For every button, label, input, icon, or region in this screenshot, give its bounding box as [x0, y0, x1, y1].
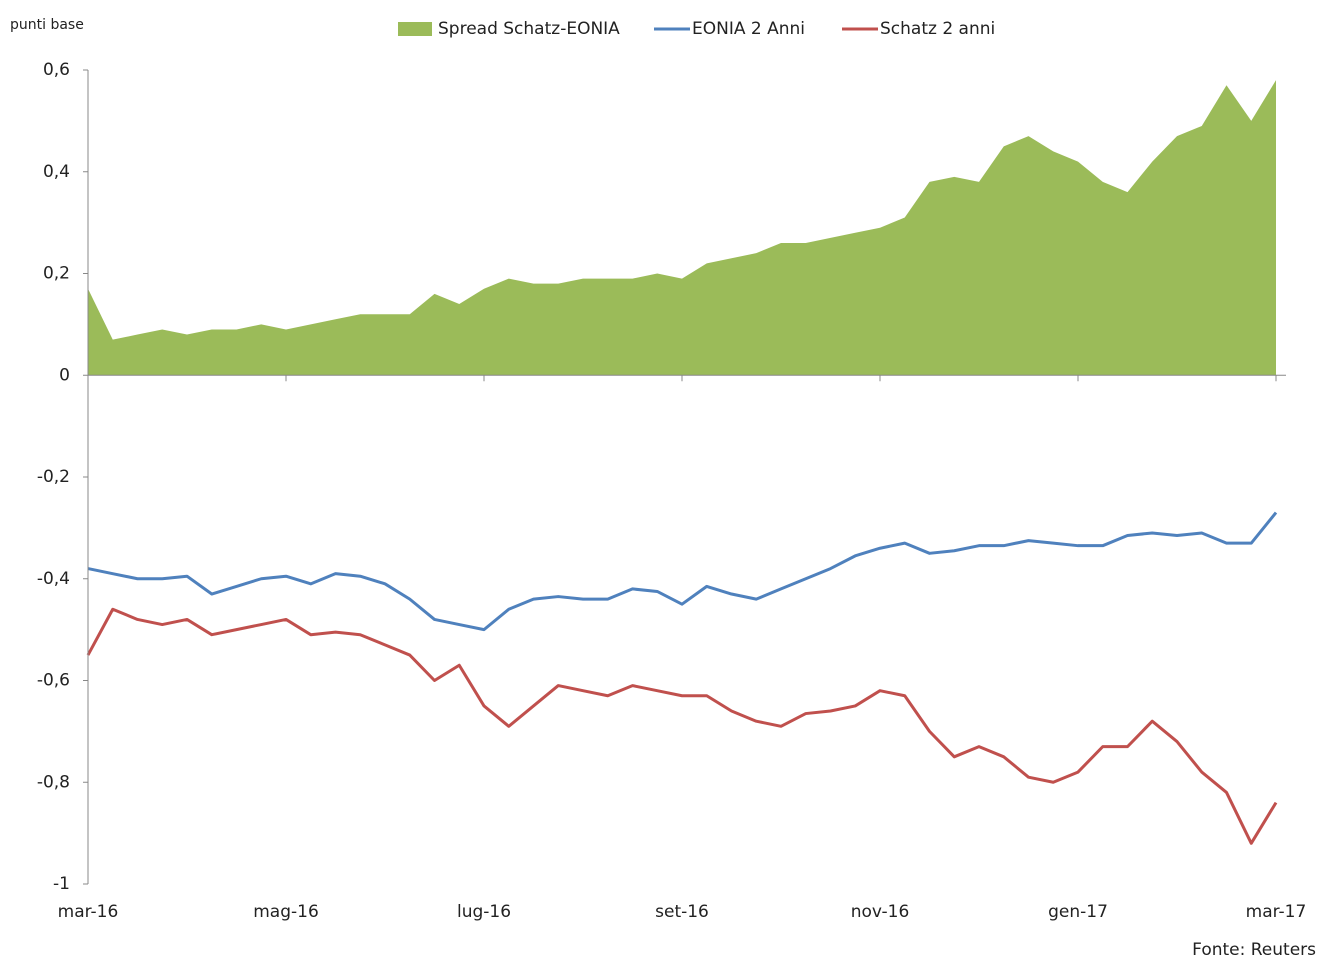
x-tick-label: mar-17 [1246, 902, 1307, 922]
y-axis-label: punti base [10, 17, 84, 33]
y-tick-label: -0,8 [37, 772, 70, 792]
legend-label: EONIA 2 Anni [692, 19, 805, 39]
series-line [87, 511, 1278, 632]
legend-label: Spread Schatz-EONIA [438, 19, 620, 39]
source-note: Fonte: Reuters [1192, 940, 1316, 959]
spread-area [88, 80, 1276, 376]
y-tick-label: -1 [53, 874, 70, 894]
y-tick-label: -0,4 [37, 569, 70, 589]
y-tick-label: 0,2 [43, 264, 70, 284]
y-tick-label: 0,6 [43, 60, 70, 80]
legend-label: Schatz 2 anni [880, 19, 995, 39]
y-tick-label: -0,6 [37, 671, 70, 691]
x-tick-label: lug-16 [457, 902, 511, 922]
x-tick-label: mar-16 [58, 902, 119, 922]
legend-swatch [398, 22, 432, 36]
x-tick-label: gen-17 [1048, 902, 1108, 922]
x-tick-label: set-16 [655, 902, 709, 922]
y-tick-label: -0,2 [37, 467, 70, 487]
x-tick-label: nov-16 [851, 902, 910, 922]
y-tick-label: 0 [59, 365, 70, 385]
x-tick-label: mag-16 [253, 902, 319, 922]
y-tick-label: 0,4 [43, 162, 70, 182]
series-line [86, 607, 1278, 845]
